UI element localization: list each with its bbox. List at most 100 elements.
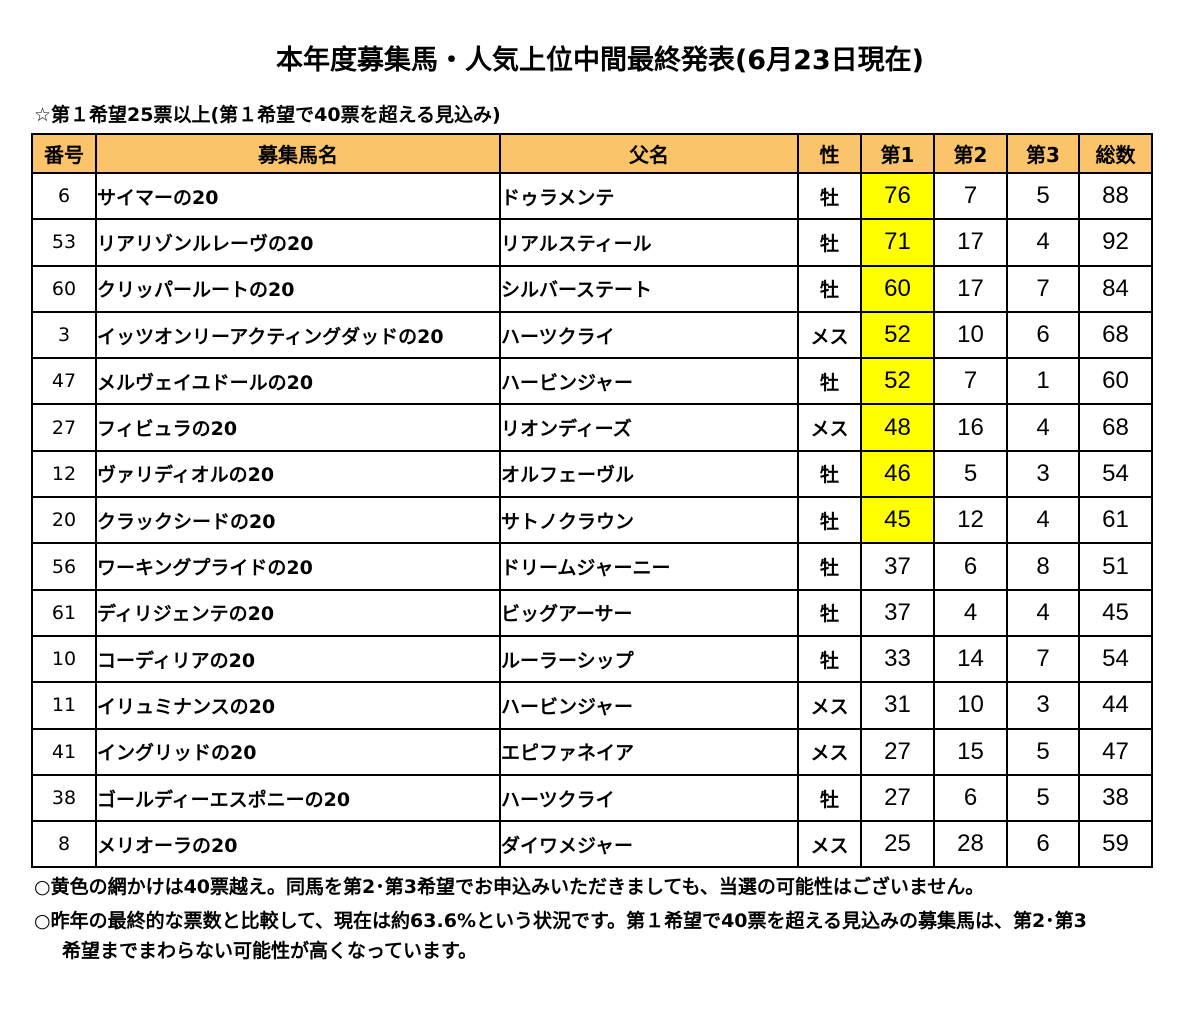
cell-sire-name: シルバーステート <box>499 264 799 313</box>
cell-third-choice: 3 <box>1006 681 1080 730</box>
cell-total: 84 <box>1078 264 1153 313</box>
table-row: 47 メルヴェイユドールの20 ハービンジャー牡 52 7 1 60 <box>31 357 1153 406</box>
cell-horse-name: リアリゾンルレーヴの20 <box>95 218 501 267</box>
cell-third-choice: 5 <box>1006 171 1080 221</box>
cell-first-choice: 60 <box>860 264 935 313</box>
cell-second-choice: 7 <box>933 171 1008 221</box>
header-sire-name: 父名 <box>499 133 799 174</box>
cell-first-choice: 46 <box>860 449 935 499</box>
cell-second-choice: 16 <box>933 403 1008 452</box>
cell-second-choice: 17 <box>933 218 1008 267</box>
cell-horse-name: イリュミナンスの20 <box>95 681 501 730</box>
cell-third-choice: 7 <box>1006 634 1080 684</box>
cell-second-choice: 5 <box>933 449 1008 499</box>
cell-third-choice: 4 <box>1006 588 1080 637</box>
cell-first-choice: 52 <box>860 357 935 406</box>
cell-total: 68 <box>1078 310 1153 360</box>
cell-third-choice: 7 <box>1006 264 1080 313</box>
cell-number: 10 <box>31 634 97 684</box>
cell-first-choice: 76 <box>860 171 935 221</box>
header-second-choice: 第2 <box>933 133 1008 174</box>
cell-second-choice: 15 <box>933 727 1008 776</box>
cell-first-choice: 45 <box>860 496 935 545</box>
cell-second-choice: 4 <box>933 588 1008 637</box>
cell-sire-name: リアルスティール <box>499 218 799 267</box>
cell-number: 20 <box>31 496 97 545</box>
table-row: 12 ヴァリディオルの20 オルフェーヴル牡 46 5 3 54 <box>31 449 1153 499</box>
table-row: 6 サイマーの20 ドゥラメンテ牡 76 7 5 88 <box>31 171 1153 221</box>
cell-sex: 牡 <box>797 542 862 591</box>
cell-second-choice: 14 <box>933 634 1008 684</box>
cell-total: 60 <box>1078 357 1153 406</box>
cell-total: 61 <box>1078 496 1153 545</box>
cell-horse-name: フィビュラの20 <box>95 403 501 452</box>
header-total: 総数 <box>1078 133 1153 174</box>
cell-first-choice: 48 <box>860 403 935 452</box>
cell-third-choice: 4 <box>1006 403 1080 452</box>
cell-second-choice: 10 <box>933 310 1008 360</box>
cell-first-choice: 25 <box>860 820 935 869</box>
cell-sex: 牡 <box>797 264 862 313</box>
cell-third-choice: 5 <box>1006 727 1080 776</box>
header-third-choice: 第3 <box>1006 133 1080 174</box>
cell-second-choice: 12 <box>933 496 1008 545</box>
cell-sex: メス <box>797 681 862 730</box>
cell-number: 60 <box>31 264 97 313</box>
cell-total: 88 <box>1078 171 1153 221</box>
cell-number: 41 <box>31 727 97 776</box>
cell-third-choice: 4 <box>1006 496 1080 545</box>
cell-number: 11 <box>31 681 97 730</box>
cell-sire-name: オルフェーヴル <box>499 449 799 499</box>
table-row: 11 イリュミナンスの20 ハービンジャー メス 31 10 3 44 <box>31 681 1153 730</box>
cell-sex: 牡 <box>797 357 862 406</box>
cell-number: 61 <box>31 588 97 637</box>
header-number: 番号 <box>31 133 97 174</box>
cell-sex: 牡 <box>797 449 862 499</box>
cell-total: 45 <box>1078 588 1153 637</box>
cell-number: 8 <box>31 820 97 869</box>
cell-total: 44 <box>1078 681 1153 730</box>
cell-sex: 牡 <box>797 496 862 545</box>
cell-number: 47 <box>31 357 97 406</box>
cell-sire-name: ハーツクライ <box>499 773 799 823</box>
table-body: 6 サイマーの20 ドゥラメンテ牡 76 7 5 88 53 リアリゾンルレーヴの20 リアルステ… <box>31 171 1153 869</box>
cell-sire-name: ダイワメジャー <box>499 820 799 869</box>
cell-third-choice: 6 <box>1006 310 1080 360</box>
cell-horse-name: コーディリアの20 <box>95 634 501 684</box>
cell-total: 59 <box>1078 820 1153 869</box>
cell-first-choice: 33 <box>860 634 935 684</box>
cell-sex: 牡 <box>797 773 862 823</box>
cell-second-choice: 28 <box>933 820 1008 869</box>
cell-number: 3 <box>31 310 97 360</box>
note-highlight: ○黄色の網かけは40票越え。同馬を第2･第3希望でお申込みいただきましても、当選… <box>34 876 985 898</box>
note-comparison: ○昨年の最終的な票数と比較して、現在は約63.6%という状況です。第１希望で40… <box>34 910 1087 962</box>
cell-first-choice: 27 <box>860 727 935 776</box>
cell-horse-name: イングリッドの20 <box>95 727 501 776</box>
cell-sire-name: ドゥラメンテ <box>499 171 799 221</box>
cell-sire-name: ビッグアーサー <box>499 588 799 637</box>
table-row: 41 イングリッドの20 エピファネイア メス 27 15 5 47 <box>31 727 1153 776</box>
cell-total: 38 <box>1078 773 1153 823</box>
table-subtitle: ☆第１希望25票以上(第１希望で40票を超える見込み) <box>34 104 501 126</box>
cell-sex: メス <box>797 727 862 776</box>
table-row: 56 ワーキングプライドの20 ドリームジャーニー牡 37 6 8 51 <box>31 542 1153 591</box>
table-row: 27 フィビュラの20 リオンディーズ メス 48 16 4 68 <box>31 403 1153 452</box>
cell-number: 53 <box>31 218 97 267</box>
cell-horse-name: イッツオンリーアクティングダッドの20 <box>95 310 501 360</box>
cell-second-choice: 6 <box>933 773 1008 823</box>
cell-sex: 牡 <box>797 588 862 637</box>
cell-horse-name: メリオーラの20 <box>95 820 501 869</box>
cell-third-choice: 6 <box>1006 820 1080 869</box>
cell-first-choice: 52 <box>860 310 935 360</box>
popularity-table: 番号 募集馬名 父名 性 第1 第2 第3 総数 6 サイマーの20 ドゥラメンテ牡… <box>31 133 1153 869</box>
header-sex: 性 <box>797 133 862 174</box>
cell-second-choice: 7 <box>933 357 1008 406</box>
header-first-choice: 第1 <box>860 133 935 174</box>
cell-horse-name: サイマーの20 <box>95 171 501 221</box>
page-title: 本年度募集馬・人気上位中間最終発表(6月23日現在) <box>275 45 925 76</box>
table-row: 3 イッツオンリーアクティングダッドの20 ハーツクライ メス 52 10 6 68 <box>31 310 1153 360</box>
cell-sire-name: ドリームジャーニー <box>499 542 799 591</box>
header-horse-name: 募集馬名 <box>95 133 501 174</box>
cell-number: 12 <box>31 449 97 499</box>
cell-horse-name: ヴァリディオルの20 <box>95 449 501 499</box>
